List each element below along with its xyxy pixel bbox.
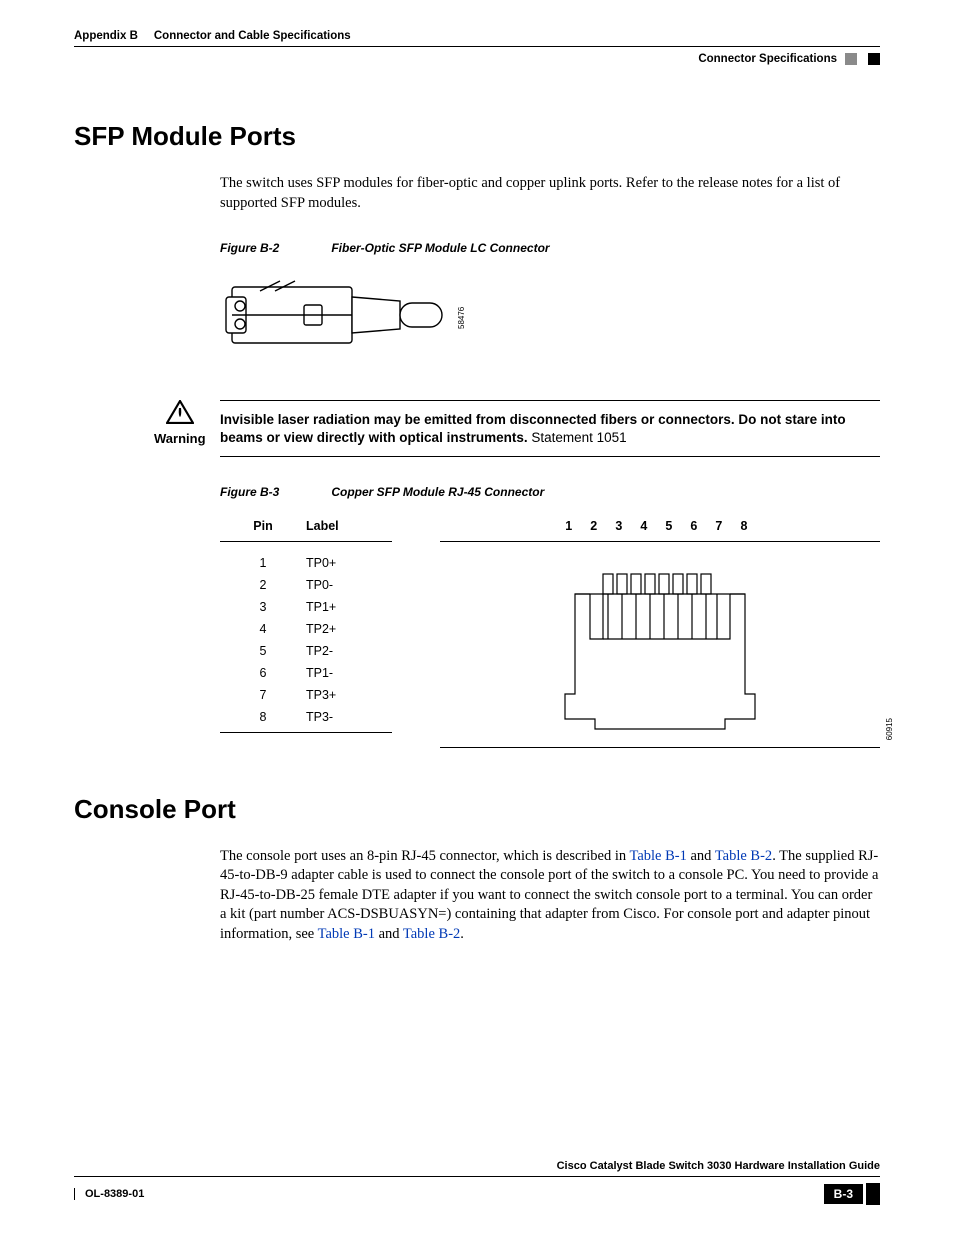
footer-guide: Cisco Catalyst Blade Switch 3030 Hardwar…: [74, 1160, 880, 1177]
page-subheader: Connector Specifications: [74, 53, 880, 65]
table-row: 4TP2+: [220, 618, 392, 640]
warning-icon: [166, 400, 194, 424]
header-appendix: Appendix B Connector and Cable Specifica…: [74, 30, 351, 42]
rj45-connector-svg: [555, 564, 765, 739]
footer-marker: [866, 1183, 880, 1206]
cell-pin: 2: [220, 578, 306, 592]
page-number: B-3: [824, 1184, 863, 1204]
appendix-title: Connector and Cable Specifications: [154, 30, 351, 42]
cell-pin: 6: [220, 666, 306, 680]
col-pin: Pin: [220, 519, 306, 533]
warning-label: Warning: [154, 431, 220, 446]
appendix-label: Appendix B: [74, 30, 138, 42]
link-table-b1-b[interactable]: Table B-1: [318, 926, 375, 942]
cell-pin: 3: [220, 600, 306, 614]
pin-table: Pin Label 1TP0+ 2TP0- 3TP1+ 4TP2+ 5TP2- …: [220, 511, 392, 733]
warning-text: Invisible laser radiation may be emitted…: [220, 400, 880, 456]
console-text-5: .: [460, 926, 464, 942]
figure-b2-caption: Figure B-2 Fiber-Optic SFP Module LC Con…: [220, 241, 880, 255]
cell-pin: 5: [220, 644, 306, 658]
lc-connector-svg: 58476: [220, 267, 480, 367]
cell-label: TP2-: [306, 644, 392, 658]
pin-numbers: 1 2 3 4 5 6 7 8: [440, 511, 880, 542]
warning-block: Warning Invisible laser radiation may be…: [74, 400, 880, 456]
rj45-diagram: 1 2 3 4 5 6 7 8: [440, 511, 880, 748]
table-row: 2TP0-: [220, 574, 392, 596]
console-text-2: and: [687, 848, 715, 864]
console-heading: Console Port: [74, 794, 880, 825]
link-table-b2-b[interactable]: Table B-2: [403, 926, 460, 942]
console-text-1: The console port uses an 8-pin RJ-45 con…: [220, 848, 630, 864]
link-table-b2-a[interactable]: Table B-2: [715, 848, 772, 864]
cell-pin: 1: [220, 556, 306, 570]
cell-label: TP1+: [306, 600, 392, 614]
header-marker-gray: [845, 53, 857, 65]
table-row: 3TP1+: [220, 596, 392, 618]
cell-label: TP3-: [306, 710, 392, 724]
cell-label: TP0+: [306, 556, 392, 570]
footer-right: B-3: [824, 1183, 880, 1206]
col-label: Label: [306, 519, 392, 533]
table-row: 1TP0+: [220, 552, 392, 574]
link-table-b1-a[interactable]: Table B-1: [630, 848, 687, 864]
table-row: 7TP3+: [220, 684, 392, 706]
cell-pin: 4: [220, 622, 306, 636]
section-label: Connector Specifications: [698, 53, 837, 65]
figure-b3-id: 60915: [885, 718, 894, 740]
figure-b2-title: Fiber-Optic SFP Module LC Connector: [331, 241, 549, 255]
table-row: 5TP2-: [220, 640, 392, 662]
sfp-heading: SFP Module Ports: [74, 121, 880, 152]
warning-statement: Statement 1051: [528, 430, 627, 445]
crop-mark: [74, 1188, 75, 1200]
figure-b2-id: 58476: [457, 306, 466, 329]
console-paragraph: The console port uses an 8-pin RJ-45 con…: [220, 847, 880, 945]
cell-label: TP3+: [306, 688, 392, 702]
pin-table-header: Pin Label: [220, 511, 392, 542]
table-row: 8TP3-: [220, 706, 392, 733]
figure-b3-label: Figure B-3: [220, 485, 328, 499]
doc-id: OL-8389-01: [85, 1188, 144, 1200]
header-marker-black: [868, 53, 880, 65]
console-text-4: and: [375, 926, 403, 942]
figure-b2-label: Figure B-2: [220, 241, 328, 255]
page-header: Appendix B Connector and Cable Specifica…: [74, 30, 880, 47]
cell-label: TP0-: [306, 578, 392, 592]
figure-b3-caption: Figure B-3 Copper SFP Module RJ-45 Conne…: [220, 485, 880, 499]
table-row: 6TP1-: [220, 662, 392, 684]
cell-pin: 8: [220, 710, 306, 724]
cell-label: TP1-: [306, 666, 392, 680]
sfp-paragraph: The switch uses SFP modules for fiber-op…: [220, 174, 880, 213]
figure-b3-content: Pin Label 1TP0+ 2TP0- 3TP1+ 4TP2+ 5TP2- …: [220, 511, 880, 748]
figure-b2-image: 58476: [220, 267, 880, 372]
page-footer: Cisco Catalyst Blade Switch 3030 Hardwar…: [74, 1160, 880, 1206]
cell-pin: 7: [220, 688, 306, 702]
figure-b3-title: Copper SFP Module RJ-45 Connector: [331, 485, 544, 499]
cell-label: TP2+: [306, 622, 392, 636]
warning-left: Warning: [74, 400, 220, 446]
footer-left: OL-8389-01: [74, 1188, 144, 1200]
